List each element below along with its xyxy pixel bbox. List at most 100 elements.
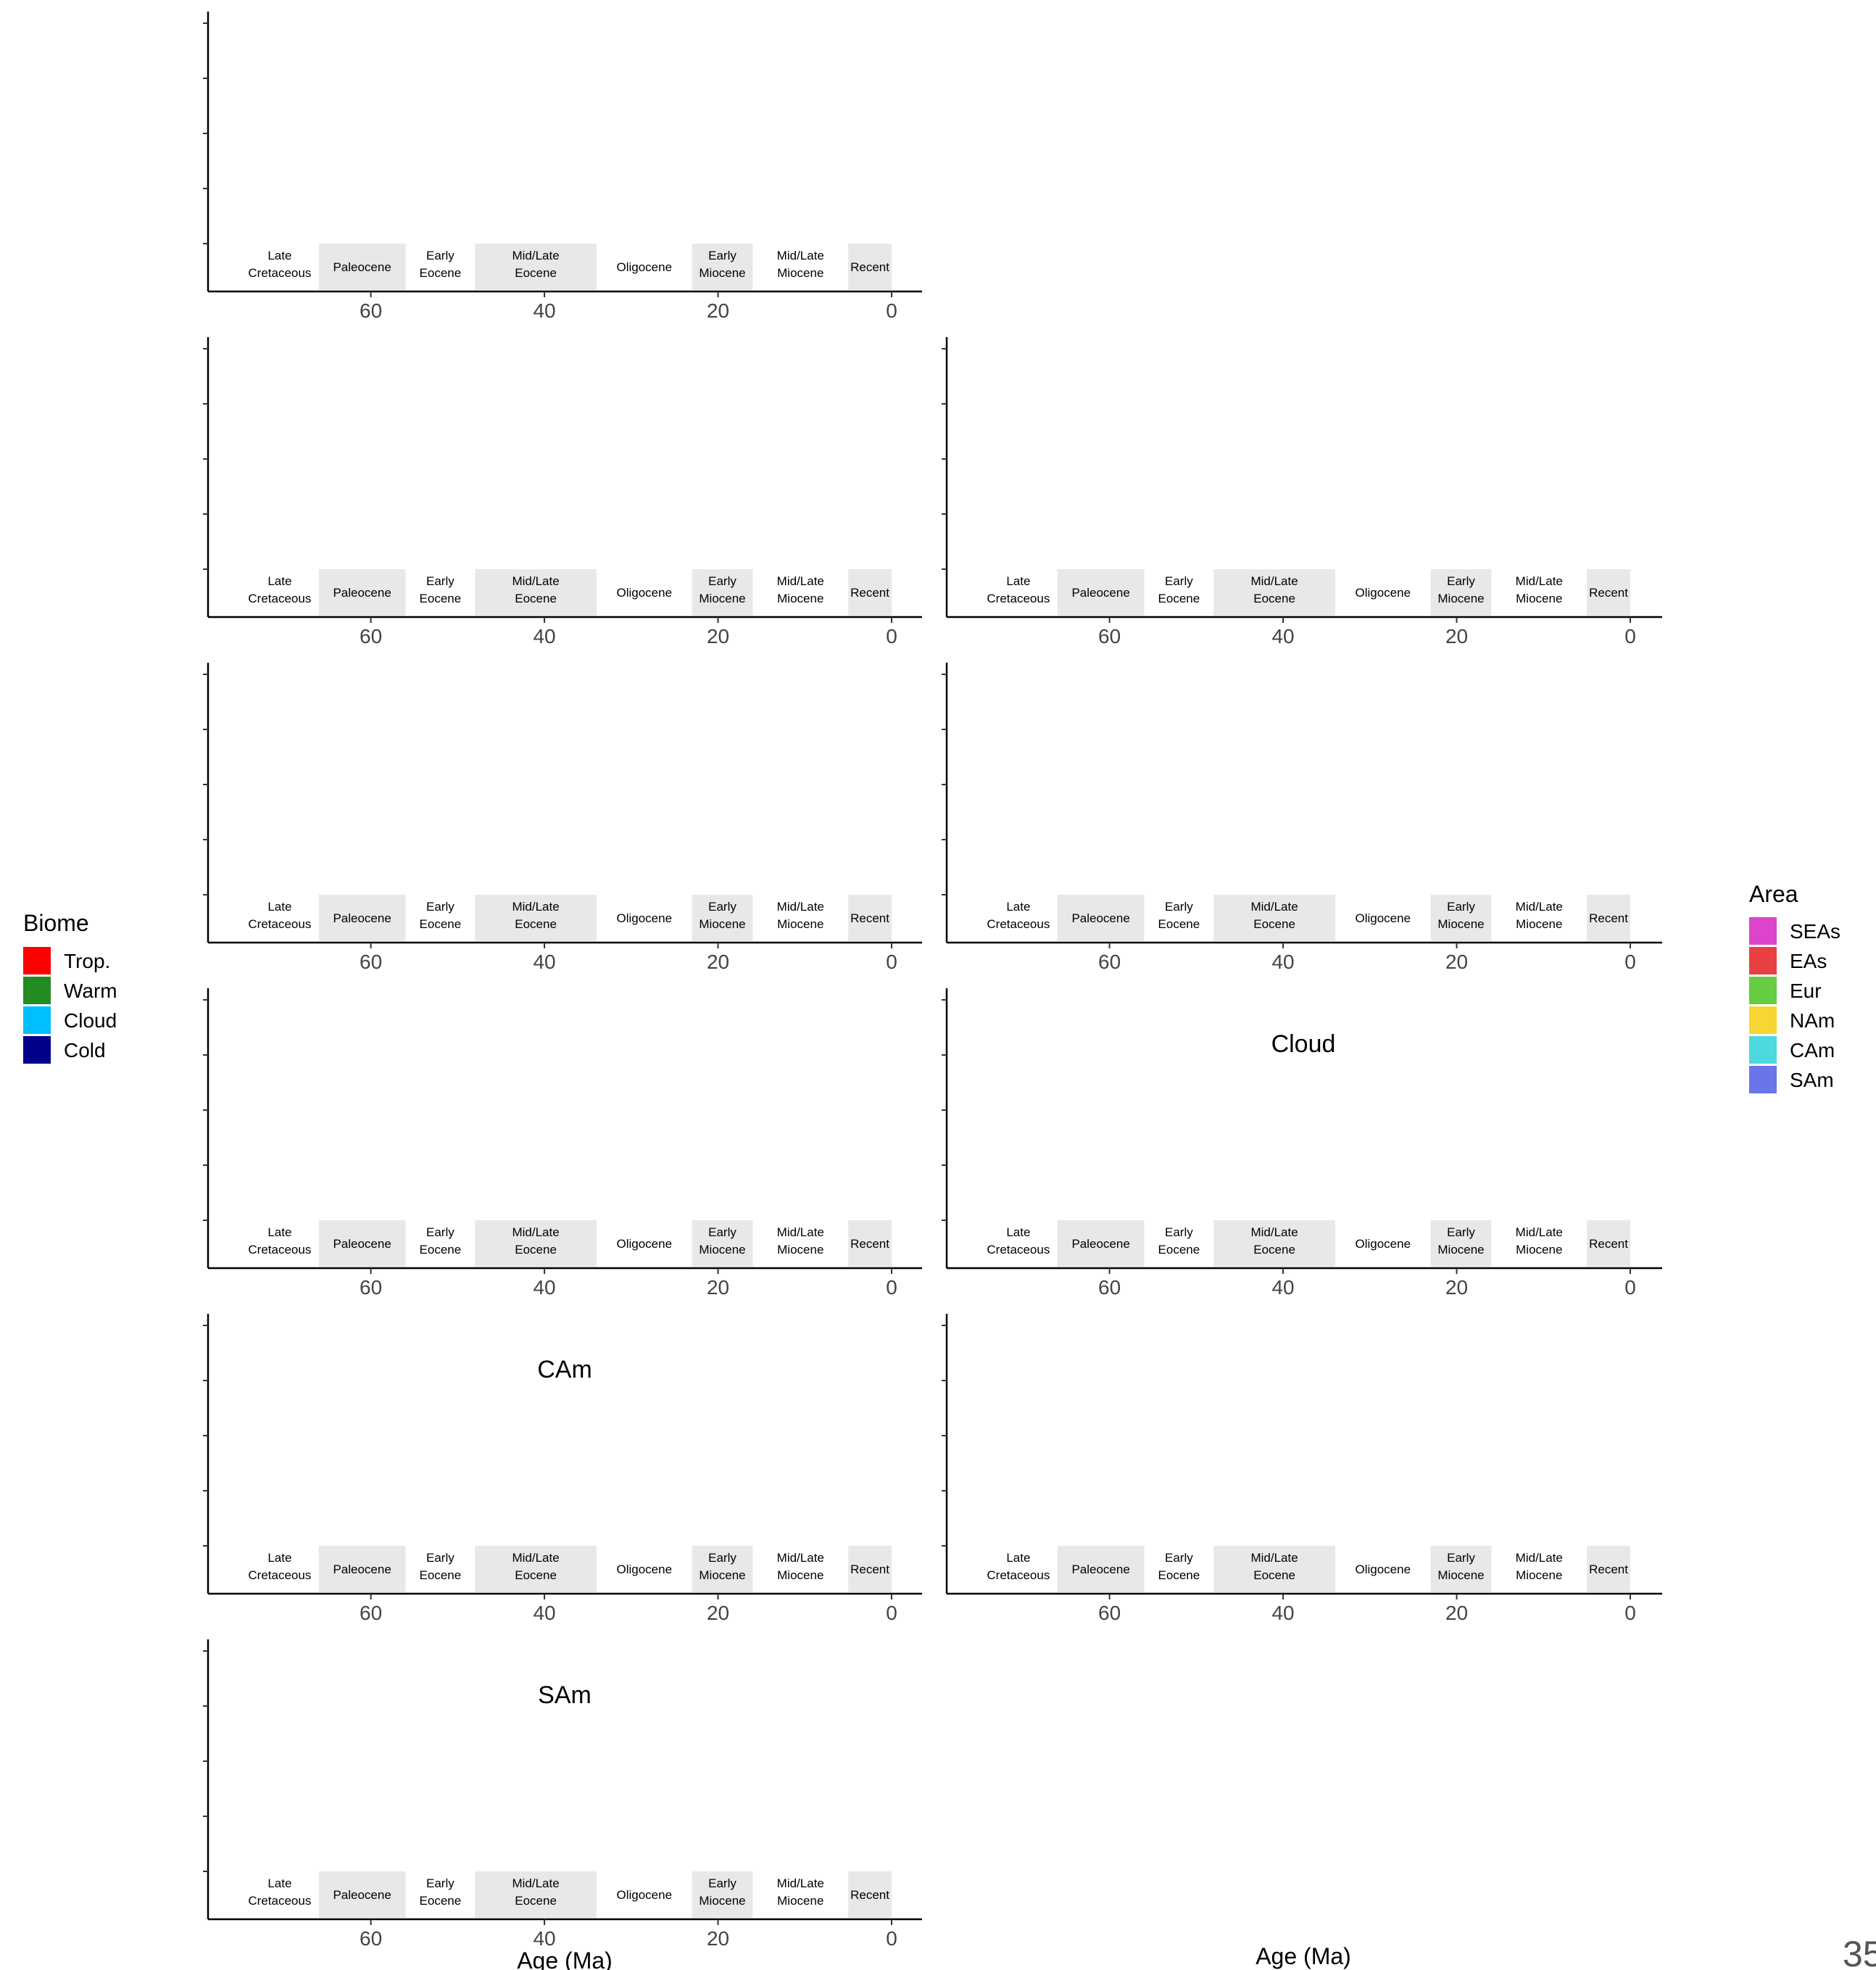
epoch-band <box>318 895 406 941</box>
epoch-label: Early <box>426 1876 455 1890</box>
epoch-label: Recent <box>850 1237 889 1251</box>
epoch-band <box>848 244 892 290</box>
epoch-band <box>692 1871 753 1918</box>
epoch-label: Early <box>1447 574 1475 588</box>
epoch-band <box>848 895 892 941</box>
epoch-band <box>475 569 597 616</box>
epoch-strip: Late Cretaceous Paleocene Early Eocene Mid/La… <box>248 1220 892 1267</box>
epoch-label: Cretaceous <box>248 1243 311 1257</box>
panel-title: CAm <box>537 1356 592 1383</box>
area-legend-title: Area <box>1749 881 1798 907</box>
x-axis-label: Age (Ma) <box>517 1948 613 1970</box>
epoch-label: Eocene <box>515 1894 557 1908</box>
x-tick-label: 40 <box>533 1602 555 1624</box>
epoch-label: Miocene <box>1516 1568 1562 1582</box>
epoch-label: Miocene <box>1516 592 1562 605</box>
stacked-bars <box>1057 349 1622 569</box>
legend-swatch <box>1749 917 1777 945</box>
x-tick-label: 60 <box>1098 951 1121 973</box>
axes: 60 40 20 0 <box>203 988 922 1299</box>
legend-label: Cold <box>64 1039 106 1061</box>
epoch-band <box>1213 895 1335 941</box>
epoch-label: Late <box>267 900 291 914</box>
epoch-label: Eocene <box>1253 592 1295 605</box>
epoch-label: Mid/Late <box>777 1551 824 1565</box>
x-tick-label: 20 <box>1445 1276 1468 1299</box>
x-tick-label: 0 <box>1624 1276 1636 1299</box>
epoch-label: Oligocene <box>1355 1237 1411 1251</box>
epoch-label: Recent <box>1589 1237 1628 1251</box>
epoch-label: Paleocene <box>1071 1563 1129 1576</box>
epoch-label: Oligocene <box>616 260 672 274</box>
x-tick-label: 40 <box>533 299 555 322</box>
epoch-strip: Late Cretaceous Paleocene Early Eocene Mid/La… <box>987 569 1630 616</box>
legend-swatch <box>1749 1006 1777 1034</box>
epoch-label: Early <box>1447 900 1475 914</box>
x-tick-label: 40 <box>533 951 555 973</box>
epoch-band <box>848 1220 892 1267</box>
panel-title: Eur <box>546 705 584 732</box>
epoch-label: Eocene <box>1253 1243 1295 1257</box>
epoch-band <box>1430 1546 1492 1592</box>
epoch-band <box>848 1546 892 1592</box>
epoch-label: Mid/Late <box>777 1225 824 1239</box>
epoch-label: Late <box>1006 900 1030 914</box>
epoch-label: Miocene <box>1437 1243 1484 1257</box>
x-tick-label: 60 <box>360 1927 382 1950</box>
x-tick-label: 40 <box>1271 1602 1294 1624</box>
epoch-label: Mid/Late <box>512 249 559 262</box>
epoch-band <box>475 1220 597 1267</box>
legend-swatch <box>1749 1066 1777 1093</box>
x-tick-label: 0 <box>886 1276 897 1299</box>
x-tick-label: 0 <box>886 299 897 322</box>
axes: 60 40 20 0 <box>203 337 922 647</box>
legend-label: Cloud <box>64 1009 117 1032</box>
biome-legend: Biome Trop. Warm Cloud Cold <box>23 910 117 1064</box>
epoch-strip: Late Cretaceous Paleocene Early Eocene Mid/La… <box>248 1546 892 1592</box>
epoch-label: Cretaceous <box>248 592 311 605</box>
epoch-label: Early <box>708 249 736 262</box>
epoch-band <box>475 244 597 290</box>
epoch-strip: Late Cretaceous Paleocene Early Eocene Mid/La… <box>987 1546 1630 1592</box>
x-tick-label: 60 <box>1098 625 1121 647</box>
epoch-label: Eocene <box>1158 592 1200 605</box>
legend-swatch <box>1749 947 1777 974</box>
x-tick-label: 20 <box>1445 951 1468 973</box>
epoch-label: Miocene <box>777 1243 823 1257</box>
epoch-band <box>692 1546 753 1592</box>
epoch-band <box>1587 895 1630 941</box>
epoch-label: Paleocene <box>333 911 391 925</box>
axes: 60 40 20 0 <box>203 1314 922 1624</box>
epoch-label: Miocene <box>777 1894 823 1908</box>
legend-label: CAm <box>1790 1039 1835 1061</box>
epoch-label: Cretaceous <box>248 1894 311 1908</box>
stacked-bars <box>404 674 884 895</box>
legend-label: Trop. <box>64 950 110 972</box>
x-tick-label: 40 <box>533 1927 555 1950</box>
panel-eas: Late Cretaceous Paleocene Early Eocene Mid/La… <box>203 337 922 647</box>
epoch-label: Mid/Late <box>777 249 824 262</box>
epoch-label: Miocene <box>777 1568 823 1582</box>
panel-cam: Late Cretaceous Paleocene Early Eocene Mid/La… <box>203 1314 922 1624</box>
epoch-band <box>1213 569 1335 616</box>
epoch-label: Mid/Late <box>512 1551 559 1565</box>
panels-container: Late Cretaceous Paleocene Early Eocene Mid/La… <box>203 12 1662 1970</box>
axes: 60 40 20 0 <box>942 663 1662 973</box>
panel-title: Cloud <box>1271 1030 1336 1058</box>
x-tick-label: 0 <box>1624 1602 1636 1624</box>
panel-title: EAs <box>542 379 587 407</box>
epoch-band <box>848 1871 892 1918</box>
epoch-label: Oligocene <box>616 911 672 925</box>
epoch-label: Oligocene <box>616 1237 672 1251</box>
panel-eur: Late Cretaceous Paleocene Early Eocene Mid/La… <box>203 663 922 973</box>
epoch-label: Miocene <box>699 1243 745 1257</box>
epoch-band <box>1213 1546 1335 1592</box>
epoch-label: Late <box>1006 1225 1030 1239</box>
x-tick-label: 20 <box>707 951 729 973</box>
x-tick-label: 20 <box>1445 625 1468 647</box>
epoch-label: Oligocene <box>616 1563 672 1576</box>
epoch-label: Eocene <box>1253 917 1295 931</box>
epoch-label: Early <box>426 1225 455 1239</box>
epoch-label: Early <box>1447 1551 1475 1565</box>
epoch-label: Recent <box>850 1563 889 1576</box>
